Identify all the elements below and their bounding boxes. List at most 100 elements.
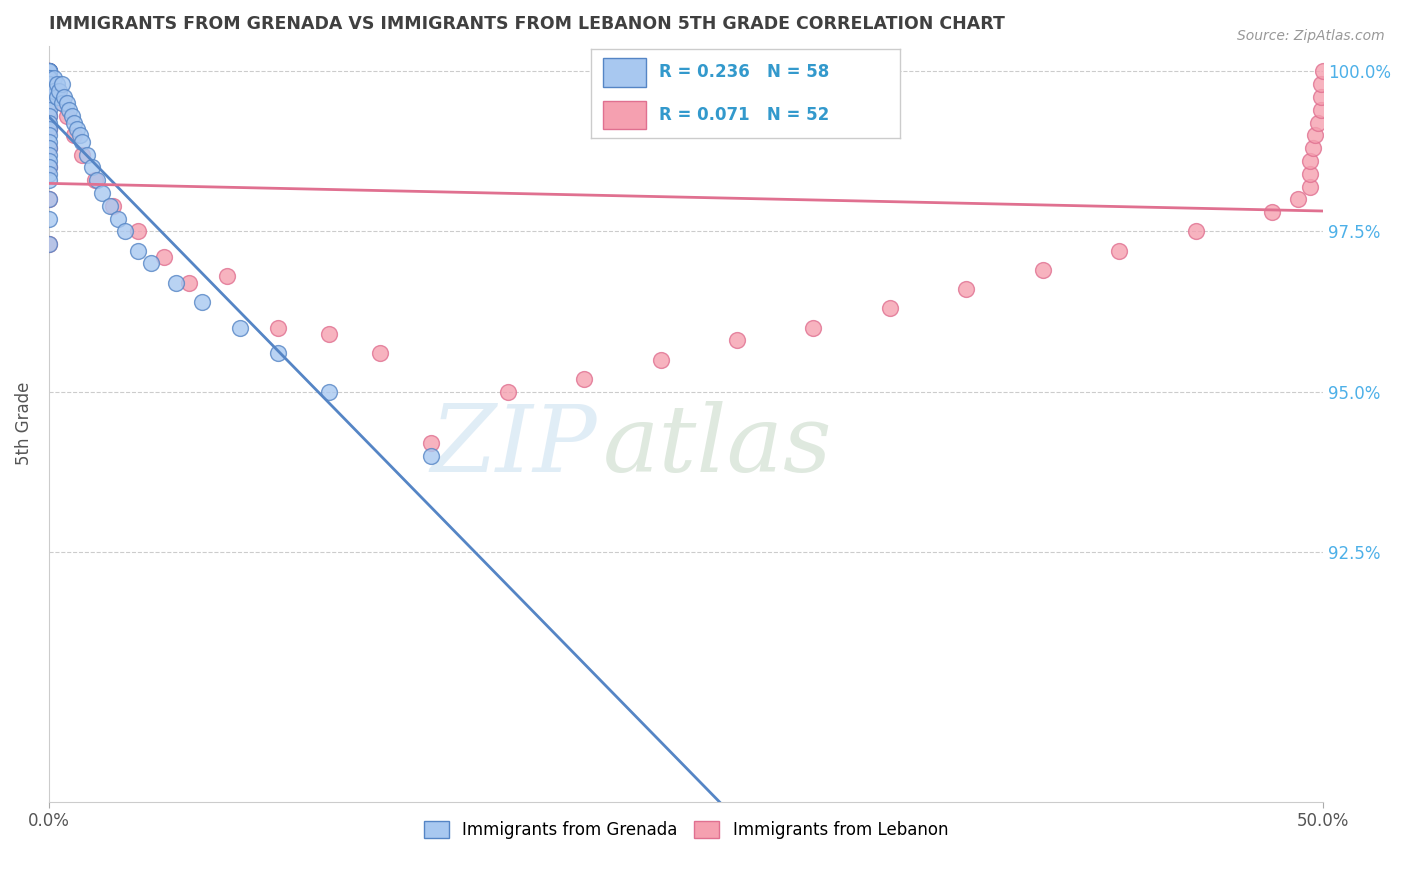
Bar: [603, 58, 647, 87]
Point: [53, 90, 76, 104]
Y-axis label: 5th Grade: 5th Grade: [15, 382, 32, 466]
Point: [38, 211, 60, 226]
Point: [191, 294, 214, 309]
Point: [38, 147, 60, 161]
Point: [82, 161, 104, 175]
Point: [38, 64, 60, 78]
Point: [318, 384, 340, 399]
Point: [1309, 103, 1331, 117]
Point: [38, 96, 60, 111]
Point: [38, 64, 60, 78]
Point: [45, 83, 67, 97]
Point: [38, 122, 60, 136]
Point: [38, 141, 60, 155]
Point: [955, 282, 977, 296]
Point: [38, 128, 60, 143]
Point: [38, 141, 60, 155]
Point: [496, 384, 519, 399]
Point: [1184, 224, 1206, 238]
Point: [38, 109, 60, 123]
Bar: [603, 101, 647, 129]
Point: [572, 372, 595, 386]
Point: [38, 64, 60, 78]
Point: [1305, 128, 1327, 143]
Text: Source: ZipAtlas.com: Source: ZipAtlas.com: [1237, 29, 1385, 43]
Point: [56, 96, 79, 111]
Point: [127, 244, 149, 258]
Point: [48, 83, 70, 97]
Point: [1302, 141, 1324, 155]
Point: [70, 147, 93, 161]
Point: [1309, 77, 1331, 91]
Point: [803, 320, 825, 334]
Point: [368, 346, 391, 360]
Point: [38, 167, 60, 181]
Point: [38, 161, 60, 175]
Point: [38, 83, 60, 97]
Point: [91, 186, 114, 200]
Point: [38, 237, 60, 252]
Point: [45, 90, 67, 104]
Point: [63, 115, 86, 129]
Point: [38, 77, 60, 91]
Point: [267, 346, 290, 360]
Point: [98, 199, 121, 213]
Point: [1286, 193, 1309, 207]
Text: ZIP: ZIP: [430, 401, 598, 491]
Point: [56, 109, 79, 123]
Point: [76, 147, 98, 161]
Point: [38, 153, 60, 168]
Point: [650, 352, 672, 367]
Point: [152, 250, 174, 264]
Text: atlas: atlas: [603, 401, 832, 491]
Point: [1299, 153, 1322, 168]
Point: [38, 83, 60, 97]
Point: [38, 64, 60, 78]
Legend: Immigrants from Grenada, Immigrants from Lebanon: Immigrants from Grenada, Immigrants from…: [418, 814, 955, 847]
Point: [38, 77, 60, 91]
Text: IMMIGRANTS FROM GRENADA VS IMMIGRANTS FROM LEBANON 5TH GRADE CORRELATION CHART: IMMIGRANTS FROM GRENADA VS IMMIGRANTS FR…: [49, 15, 1005, 33]
Point: [114, 224, 136, 238]
Point: [38, 115, 60, 129]
Point: [70, 135, 93, 149]
Point: [38, 237, 60, 252]
Point: [38, 64, 60, 78]
Point: [38, 135, 60, 149]
Point: [63, 128, 86, 143]
Point: [38, 77, 60, 91]
Point: [38, 109, 60, 123]
Point: [107, 211, 129, 226]
Point: [217, 269, 239, 284]
Point: [127, 224, 149, 238]
Point: [83, 173, 105, 187]
Point: [420, 435, 443, 450]
Point: [1299, 179, 1322, 194]
Point: [86, 173, 108, 187]
Point: [1306, 115, 1329, 129]
Point: [38, 103, 60, 117]
Point: [38, 64, 60, 78]
Point: [38, 193, 60, 207]
Point: [42, 70, 65, 85]
Point: [1108, 244, 1130, 258]
Point: [66, 122, 89, 136]
Point: [38, 64, 60, 78]
Point: [69, 128, 91, 143]
Point: [38, 64, 60, 78]
Point: [139, 256, 162, 270]
Text: R = 0.236   N = 58: R = 0.236 N = 58: [658, 63, 828, 81]
Point: [38, 90, 60, 104]
Text: R = 0.071   N = 52: R = 0.071 N = 52: [658, 106, 828, 124]
Point: [318, 326, 340, 341]
Point: [38, 161, 60, 175]
Point: [38, 64, 60, 78]
Point: [1299, 167, 1322, 181]
Point: [45, 77, 67, 91]
Point: [42, 83, 65, 97]
Point: [60, 109, 83, 123]
Point: [51, 77, 73, 91]
Point: [1312, 64, 1334, 78]
Point: [1309, 90, 1331, 104]
Point: [1261, 205, 1284, 219]
Point: [879, 301, 901, 316]
